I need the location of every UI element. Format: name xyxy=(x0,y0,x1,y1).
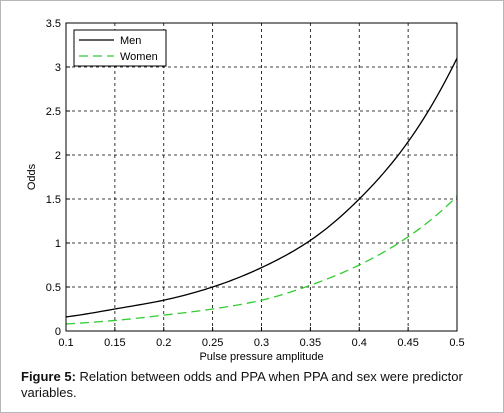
y-tick-label: 3.5 xyxy=(46,18,61,30)
figure-caption: Figure 5: Relation between odds and PPA … xyxy=(21,369,491,401)
x-tick-label: 0.3 xyxy=(254,337,269,349)
y-tick-label: 2.5 xyxy=(46,106,61,118)
x-axis-label: Pulse pressure amplitude xyxy=(199,351,323,363)
x-tick-label: 0.25 xyxy=(202,337,223,349)
series-line-women xyxy=(65,195,458,325)
y-tick-label: 0 xyxy=(55,326,61,338)
x-tick-label: 0.45 xyxy=(397,337,418,349)
y-tick-label: 3 xyxy=(55,62,61,74)
axis-ticks: 0.1 0.15 0.2 0.25 0.3 0.35 0.4 0.45 0.5 0 0.5 1 1.5 2… xyxy=(46,18,465,349)
y-tick-label: 0.5 xyxy=(46,282,61,294)
legend-box xyxy=(73,29,167,67)
x-tick-label: 0.4 xyxy=(352,337,367,349)
y-tick-label: 1 xyxy=(55,238,61,250)
y-tick-label: 1.5 xyxy=(46,194,61,206)
plot-frame xyxy=(65,22,458,332)
x-tick-label: 0.15 xyxy=(104,337,125,349)
line-chart: 0.1 0.15 0.2 0.25 0.3 0.35 0.4 0.45 0.5 0 0.5 1 1.5 2… xyxy=(26,18,465,363)
legend-label-men: Men xyxy=(120,35,141,47)
grid xyxy=(66,23,457,331)
series-line-men xyxy=(65,57,458,318)
legend: Men Women xyxy=(73,29,167,67)
caption-text: Relation between odds and PPA when PPA a… xyxy=(21,369,463,400)
y-tick-label: 2 xyxy=(55,150,61,162)
caption-label: Figure 5: xyxy=(21,369,76,384)
x-tick-label: 0.5 xyxy=(449,337,464,349)
legend-label-women: Women xyxy=(120,51,158,63)
y-axis-label: Odds xyxy=(26,163,38,190)
x-tick-label: 0.1 xyxy=(58,337,73,349)
series-lines xyxy=(65,57,458,325)
x-tick-label: 0.2 xyxy=(156,337,171,349)
x-tick-label: 0.35 xyxy=(300,337,321,349)
